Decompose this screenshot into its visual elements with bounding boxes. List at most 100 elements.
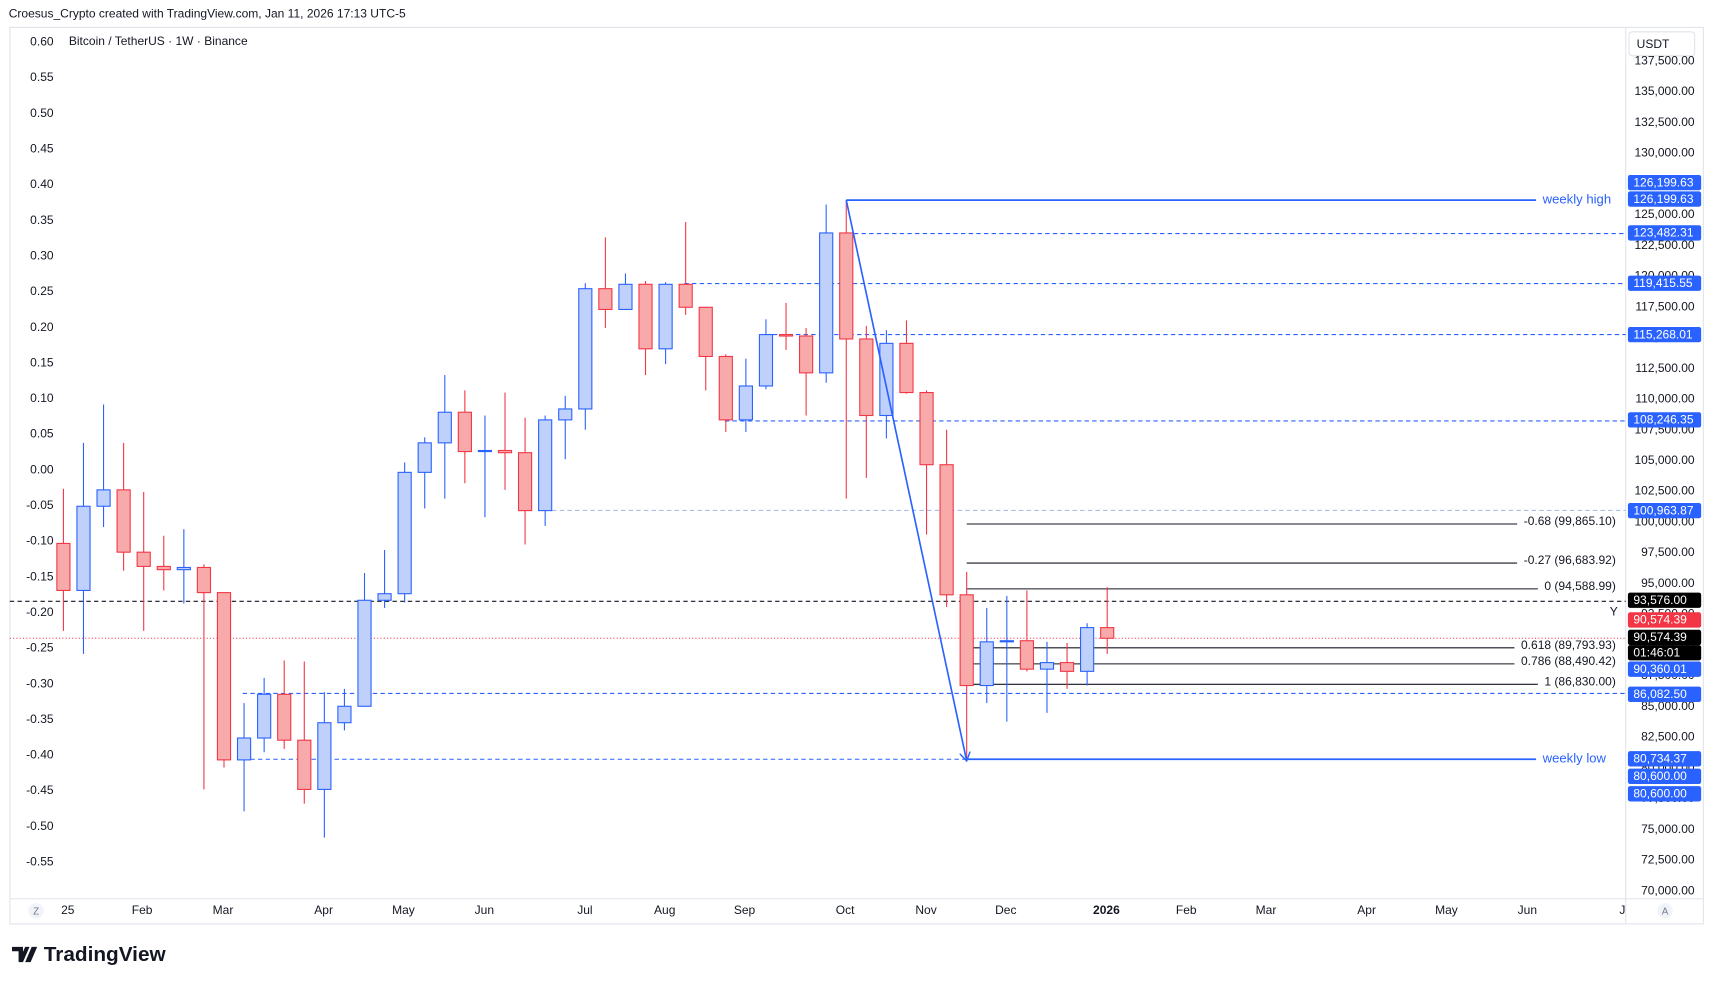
button[interactable] (28, 903, 44, 919)
price-badge-label: 90,574.39 (1633, 630, 1687, 644)
x-tick-label: 2026 (1093, 903, 1120, 917)
y2-tick-label: 0.15 (30, 355, 54, 369)
x-tick-label: Nov (915, 903, 936, 917)
level-label: weekly low (1542, 751, 1607, 766)
candle-body (1039, 662, 1055, 670)
x-tick-label: Jul (577, 903, 592, 917)
y2-tick-label: -0.05 (26, 498, 54, 512)
price-badge (1627, 592, 1702, 608)
price-badge-label: 80,600.00 (1633, 787, 1687, 801)
candle-body (76, 505, 91, 591)
y2-tick-label: -0.30 (26, 676, 54, 690)
chart-title: Bitcoin / TetherUS · 1W · Binance (69, 34, 248, 48)
candle-body (959, 594, 974, 687)
level-label: weekly high (1542, 192, 1612, 207)
price-badge-label: 123,482.31 (1633, 226, 1693, 240)
x-tick-label: Mar (213, 903, 234, 917)
y2-tick-label: 0.20 (30, 320, 54, 334)
y-tick-label: 105,000.00 (1634, 453, 1694, 467)
button-label[interactable]: Z (33, 906, 39, 917)
credit: Croesus_Crypto created with TradingView.… (9, 6, 406, 20)
candle-body (939, 464, 954, 596)
candle-body (317, 722, 332, 790)
y-tick-label: 137,500.00 (1634, 53, 1694, 67)
frame (9, 26, 1704, 925)
candle-body (236, 737, 252, 761)
candle-body (899, 342, 914, 394)
price-badge-label: 86,082.50 (1633, 687, 1687, 701)
y2-tick-label: 0.10 (30, 391, 54, 405)
y-tick-label: 132,500.00 (1634, 115, 1694, 129)
price-badge (1627, 786, 1702, 802)
candle-body (517, 452, 533, 512)
button[interactable] (1657, 903, 1673, 919)
candle-body (578, 288, 593, 410)
price-badge (1627, 275, 1702, 291)
candle-body (497, 449, 513, 454)
y2-tick-label: -0.35 (26, 712, 54, 726)
candle-body (538, 419, 553, 512)
fib-label: 0.786 (88,490.42) (1521, 654, 1616, 668)
candle-body (859, 338, 874, 417)
candle-body (819, 232, 834, 374)
price-badge-label: 100,963.87 (1633, 503, 1693, 517)
price-badge (1627, 612, 1702, 628)
button-label[interactable]: A (1662, 906, 1669, 917)
x-tick-label: Feb (1176, 903, 1197, 917)
y2-tick-label: 0.60 (30, 35, 54, 49)
candle-body (116, 489, 131, 553)
x-tick-label: May (1435, 903, 1458, 917)
y2-tick-label: -0.40 (26, 748, 54, 762)
price-badge (1627, 768, 1702, 784)
y-tick-label: 70,000.00 (1641, 883, 1695, 897)
x-tick-label: Aug (654, 903, 675, 917)
unit-box[interactable] (1628, 31, 1696, 57)
logo-mark (12, 946, 38, 963)
candle-body (417, 442, 432, 473)
y2-tick-label: 0.40 (30, 177, 54, 191)
price-badge (1627, 502, 1702, 519)
candle-body (397, 471, 412, 595)
y-tick-label: 97,500.00 (1641, 545, 1695, 559)
candle-body (718, 355, 733, 421)
x-tick-label: 25 (61, 903, 75, 917)
y2-tick-label: 0.25 (30, 284, 54, 298)
x-tick-label: Apr (314, 903, 333, 917)
candle-body (778, 334, 794, 337)
candle-body (176, 566, 191, 571)
y2-tick-label: -0.55 (26, 855, 54, 869)
candle-body (437, 411, 452, 444)
y2-tick-label: -0.15 (26, 569, 54, 583)
candle-body (879, 342, 894, 417)
candle-body (337, 705, 352, 724)
fib-label: -0.27 (96,683.92) (1524, 553, 1616, 567)
candle-body (1080, 627, 1095, 672)
candle-body (678, 283, 693, 308)
price-badge (1627, 174, 1702, 191)
candle-body (658, 283, 673, 350)
y-tick-label: 110,000.00 (1635, 392, 1695, 406)
fib-label: -0.68 (99,865.10) (1524, 514, 1616, 528)
y-tick-label: 130,000.00 (1634, 146, 1694, 160)
y2-tick-label: -0.10 (26, 534, 54, 548)
candle-body (1059, 662, 1075, 672)
y2-tick-label: -0.50 (26, 819, 54, 833)
marker: Y (1610, 604, 1618, 618)
price-badge-label: 01:46:01 (1633, 645, 1680, 659)
price-badge-label: 90,360.01 (1633, 662, 1687, 676)
x-tick-label: Mar (1256, 903, 1277, 917)
price-badge (1627, 629, 1702, 646)
fib-label: 0 (94,588.99) (1544, 579, 1615, 593)
x-tick-label: Apr (1357, 903, 1376, 917)
unit[interactable]: USDT (1637, 37, 1670, 51)
candle-body (156, 565, 171, 571)
y-tick-label: 125,000.00 (1634, 207, 1694, 221)
price-badge-label: 80,734.37 (1633, 752, 1687, 766)
x-tick-label: Jun (475, 903, 494, 917)
price-badge-label: 93,576.00 (1633, 593, 1687, 607)
candle-body (738, 385, 753, 421)
candle-body (56, 542, 71, 591)
candle-body (839, 232, 854, 340)
y-tick-label: 82,500.00 (1641, 730, 1695, 744)
y2-tick-label: -0.45 (26, 783, 54, 797)
